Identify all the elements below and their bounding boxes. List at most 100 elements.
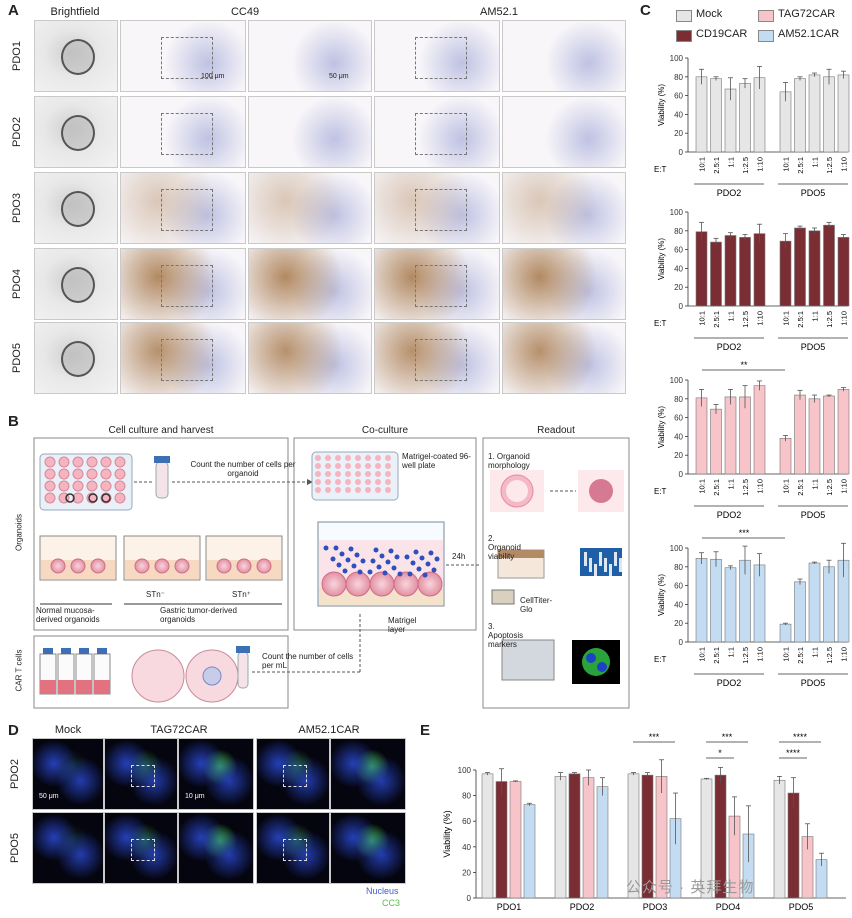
plate-well bbox=[315, 487, 321, 493]
plate-well bbox=[100, 480, 112, 492]
car-t-cell bbox=[434, 556, 440, 562]
plate-well bbox=[72, 492, 84, 504]
plate-well bbox=[385, 471, 391, 477]
bar bbox=[724, 567, 737, 643]
b-stn-pos: STn⁺ bbox=[232, 590, 251, 599]
car-t-cell bbox=[410, 560, 416, 566]
d-scale-bar: 10 μm bbox=[185, 793, 205, 800]
car-t-cell bbox=[425, 561, 431, 567]
flask-medium bbox=[76, 680, 92, 694]
ihc-image-pdo3 bbox=[120, 172, 246, 244]
plate-well bbox=[335, 455, 341, 461]
car-t-cell bbox=[373, 547, 379, 553]
plate-well bbox=[44, 480, 56, 492]
plate-well bbox=[355, 487, 361, 493]
b-title-harvest: Cell culture and harvest bbox=[108, 425, 214, 436]
b-count-organoid: Count the number of cells per organoid bbox=[190, 460, 296, 478]
plate-well bbox=[375, 487, 381, 493]
bar bbox=[837, 389, 850, 475]
col-header-cc49: CC49 bbox=[230, 6, 260, 18]
ihc-image-pdo5 bbox=[374, 322, 500, 394]
plate-well bbox=[325, 487, 331, 493]
x-tick-label: 2.5:1 bbox=[796, 311, 805, 328]
car-t-cell bbox=[422, 572, 428, 578]
bar bbox=[773, 779, 786, 899]
x-tick-label: 1:10 bbox=[840, 311, 849, 326]
x-tick-label: 1:10 bbox=[756, 157, 765, 172]
ihc-image-pdo4 bbox=[248, 248, 372, 320]
y-tick-label: 60 bbox=[674, 582, 683, 591]
organoid bbox=[256, 558, 272, 574]
y-tick-label: 60 bbox=[674, 414, 683, 423]
plate-well bbox=[114, 468, 126, 480]
y-tick-label: 60 bbox=[674, 92, 683, 101]
ihc-image-pdo1 bbox=[374, 20, 500, 92]
x-tick-label: 1:1 bbox=[727, 647, 736, 657]
group-label: PDO2 bbox=[717, 678, 742, 688]
b-time: 24h bbox=[452, 552, 466, 561]
col-header-am521: AM52.1 bbox=[480, 6, 518, 18]
ihc-image-pdo3 bbox=[502, 172, 626, 244]
ihc-image-pdo5 bbox=[120, 322, 246, 394]
ihc-image-pdo2 bbox=[502, 96, 626, 168]
bar bbox=[753, 77, 766, 153]
plate-well bbox=[335, 479, 341, 485]
y-tick-label: 100 bbox=[670, 544, 684, 553]
x-tick-label: 2.5:1 bbox=[712, 311, 721, 328]
x-tick-label: 10:1 bbox=[782, 479, 791, 494]
x-tick-label: 10:1 bbox=[782, 311, 791, 326]
significance-label: ** bbox=[740, 360, 748, 370]
plate-well bbox=[355, 471, 361, 477]
ihc-image-pdo5 bbox=[502, 322, 626, 394]
plate-well bbox=[58, 456, 70, 468]
plate-well bbox=[345, 455, 351, 461]
bar bbox=[724, 235, 737, 307]
plate-well bbox=[335, 471, 341, 477]
organoid-shape bbox=[61, 267, 95, 303]
plate-well bbox=[345, 479, 351, 485]
plate-well bbox=[365, 463, 371, 469]
x-tick-label: 1:1 bbox=[811, 311, 820, 321]
x-tick-label: 1:2.5 bbox=[825, 479, 834, 496]
x-tick-label: 1:10 bbox=[756, 479, 765, 494]
scale-bar-100: 100 μm bbox=[201, 73, 225, 80]
y-tick-label: 0 bbox=[679, 638, 684, 647]
b-normal: Normal mucosa-derived organoids bbox=[36, 606, 100, 624]
y-axis-label: Viability (%) bbox=[657, 406, 666, 448]
x-tick-label: 1:2.5 bbox=[741, 479, 750, 496]
flask-cap bbox=[97, 648, 107, 654]
luminescence-signal bbox=[589, 558, 592, 572]
group-label: PDO5 bbox=[801, 510, 826, 520]
significance-label: * bbox=[718, 748, 722, 758]
b-readout1: 1. Organoid morphology bbox=[488, 452, 530, 470]
zoom-region-box bbox=[415, 37, 467, 79]
car-t-cell bbox=[360, 558, 366, 564]
zoom-region-box bbox=[283, 839, 307, 861]
bar bbox=[779, 240, 792, 307]
x-tick-label: 1:2.5 bbox=[825, 647, 834, 664]
bar bbox=[808, 74, 821, 153]
bar bbox=[695, 397, 708, 475]
et-label: E:T bbox=[654, 319, 667, 328]
plate-well bbox=[114, 456, 126, 468]
x-tick-label: 1:1 bbox=[811, 479, 820, 489]
flask-medium bbox=[40, 680, 56, 694]
luminescence-signal bbox=[604, 558, 607, 572]
plate-well bbox=[385, 487, 391, 493]
col-header-brightfield: Brightfield bbox=[50, 6, 100, 18]
legend-swatch bbox=[758, 30, 774, 42]
plate-well bbox=[365, 471, 371, 477]
d-legend-cc3: CC3 bbox=[382, 898, 401, 908]
y-tick-label: 20 bbox=[674, 283, 683, 292]
brightfield-image-pdo5 bbox=[34, 322, 118, 394]
organoid-shape bbox=[61, 39, 95, 75]
y-tick-label: 40 bbox=[674, 110, 683, 119]
group-label: PDO5 bbox=[801, 342, 826, 352]
luminescence-signal bbox=[594, 564, 597, 578]
bar bbox=[739, 83, 751, 153]
car-t-cell bbox=[385, 559, 391, 565]
ihc-image-pdo2 bbox=[374, 96, 500, 168]
bar bbox=[815, 859, 828, 899]
zoom-region-box bbox=[131, 765, 155, 787]
x-tick-label: PDO5 bbox=[789, 902, 814, 912]
